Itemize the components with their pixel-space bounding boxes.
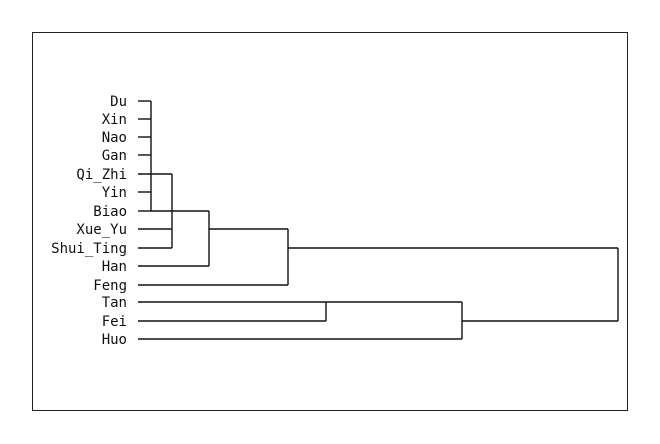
- leaf-label-gan: Gan: [102, 148, 127, 164]
- plot-frame: [32, 32, 628, 411]
- dendrogram-branches: [138, 100, 619, 340]
- leaf-label-shui-ting: Shui_Ting: [51, 241, 127, 257]
- leaf-label-du: Du: [110, 94, 127, 110]
- leaf-label-nao: Nao: [102, 130, 127, 146]
- leaf-label-xue-yu: Xue_Yu: [76, 222, 127, 238]
- leaf-label-huo: Huo: [102, 332, 127, 348]
- leaf-label-qi-zhi: Qi_Zhi: [76, 167, 127, 183]
- leaf-label-feng: Feng: [93, 278, 127, 294]
- leaf-label-biao: Biao: [93, 204, 127, 220]
- leaf-labels: Du Xin Nao Gan Qi_Zhi Yin Biao Xue_Yu Sh…: [51, 94, 127, 348]
- leaf-label-fei: Fei: [102, 314, 127, 330]
- leaf-label-han: Han: [102, 259, 127, 275]
- leaf-label-xin: Xin: [102, 112, 127, 128]
- leaf-label-tan: Tan: [102, 295, 127, 311]
- leaf-label-yin: Yin: [102, 185, 127, 201]
